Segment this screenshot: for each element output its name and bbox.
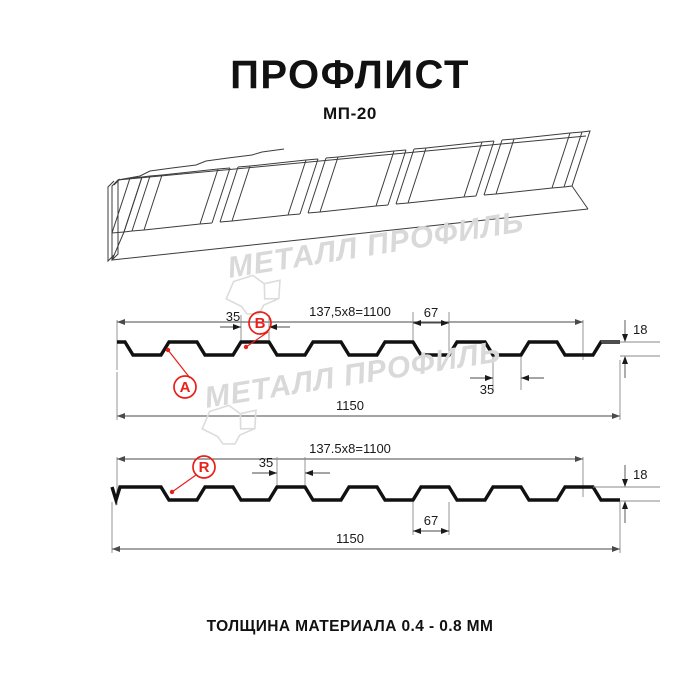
dimension-overall-top-label: 1150 bbox=[336, 398, 364, 413]
dimension-overall-bottom-label: 1150 bbox=[336, 531, 364, 546]
callout-r: R bbox=[169, 455, 216, 495]
callout-a-label: A bbox=[180, 379, 191, 396]
dimension-height-top-label: 18 bbox=[633, 322, 647, 337]
profile-outline-top bbox=[117, 340, 620, 357]
callout-b: B bbox=[243, 311, 272, 350]
isometric-profile-sheet bbox=[107, 130, 591, 263]
dimension-overall-bottom: 1150 bbox=[111, 502, 621, 553]
dimension-rib-bottom: 35 bbox=[470, 357, 544, 397]
page-title: ПРОФЛИСТ bbox=[230, 53, 470, 97]
material-thickness-caption: ТОЛЩИНА МАТЕРИАЛА 0.4 - 0.8 ММ bbox=[206, 618, 494, 635]
dimension-pitch-top-label: 137,5x8=1100 bbox=[309, 304, 391, 319]
dimension-flat-top: 67 bbox=[412, 305, 450, 355]
dimension-pitch-top: 137,5x8=1100 bbox=[116, 304, 584, 370]
section-profile-top: 137,5x8=1100 18 35 bbox=[116, 304, 660, 420]
section-profile-bottom: 137.5x8=1100 18 35 bbox=[110, 441, 660, 553]
dimension-rib-bottom-sec2: 35 bbox=[252, 455, 330, 485]
profile-outline-bottom bbox=[110, 485, 620, 506]
dimension-rib-top-label: 35 bbox=[226, 309, 240, 324]
page-subtitle-model: МП-20 bbox=[323, 104, 377, 123]
dimension-height-bottom: 18 bbox=[593, 465, 660, 523]
callout-r-label: R bbox=[199, 459, 210, 476]
dimension-height-top: 18 bbox=[601, 320, 660, 378]
dimension-flat-top-label: 67 bbox=[424, 305, 438, 320]
iso-corrugation-body bbox=[107, 130, 591, 263]
callout-a: A bbox=[165, 347, 197, 399]
dimension-flat-bottom-label: 67 bbox=[424, 513, 438, 528]
dimension-height-bottom-label: 18 bbox=[633, 467, 647, 482]
dimension-pitch-bottom: 137.5x8=1100 bbox=[116, 441, 584, 505]
dimension-rib-top: 35 bbox=[220, 309, 290, 340]
dimension-flat-bottom: 67 bbox=[412, 502, 450, 535]
dimension-rib-top-label-sec2: 35 bbox=[259, 455, 273, 470]
callout-b-label: B bbox=[255, 315, 266, 332]
dimension-rib-bottom-label: 35 bbox=[480, 382, 494, 397]
dimension-overall-top: 1150 bbox=[116, 360, 621, 420]
dimension-pitch-bottom-label: 137.5x8=1100 bbox=[309, 441, 391, 456]
